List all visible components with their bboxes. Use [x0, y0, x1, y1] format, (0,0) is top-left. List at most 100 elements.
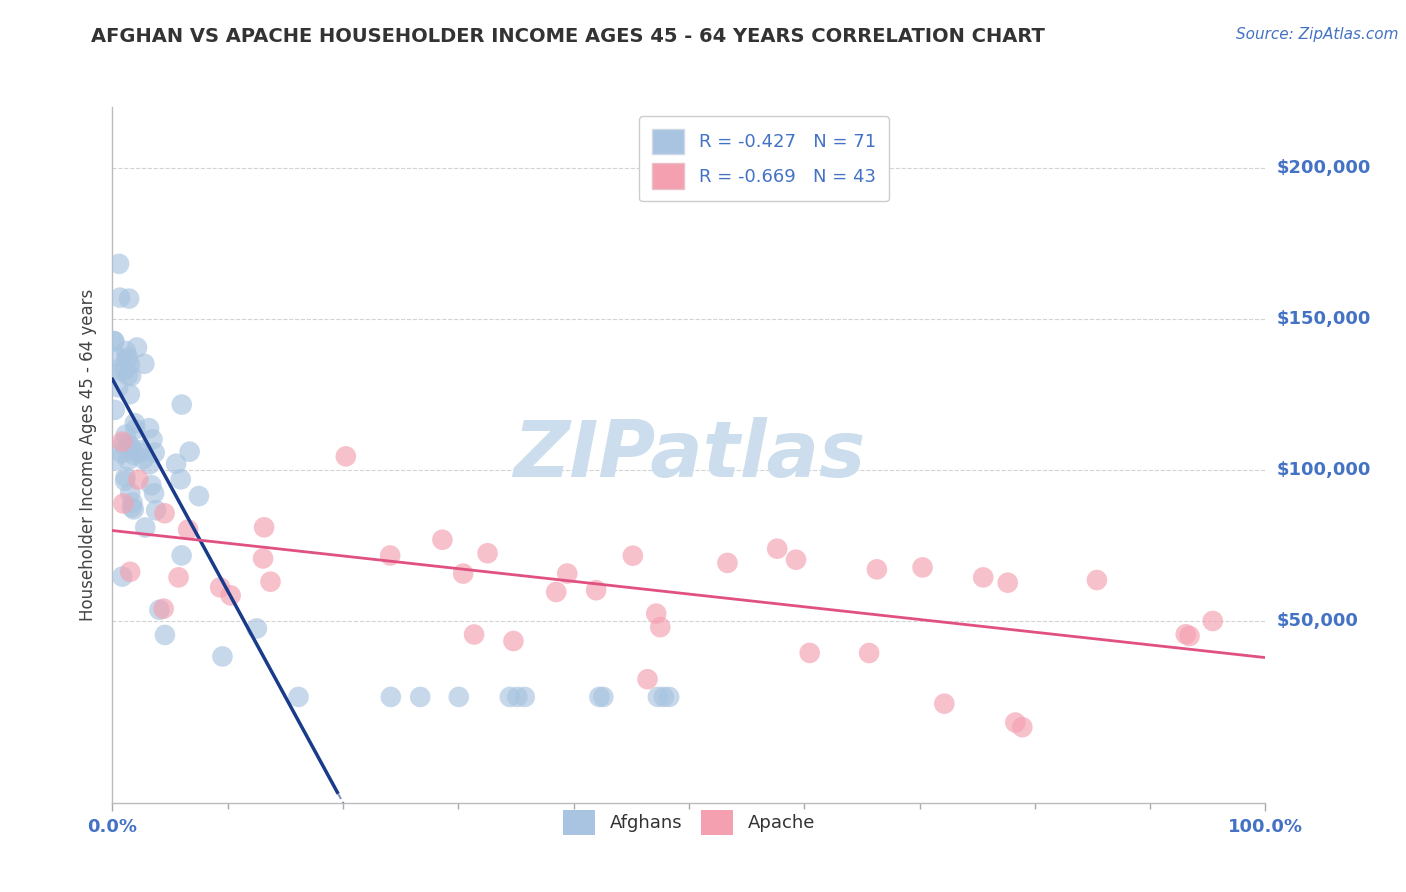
Point: [128, 446, 150, 460]
Point: [120, 485, 142, 500]
Point: [122, 448, 145, 462]
Point: [766, 541, 789, 556]
Point: [111, 569, 134, 583]
Point: [506, 690, 529, 704]
Point: [911, 560, 934, 574]
Point: [170, 472, 193, 486]
Point: [127, 473, 149, 487]
Point: [114, 474, 136, 488]
Point: [138, 458, 160, 472]
Point: [209, 581, 232, 595]
Point: [105, 350, 128, 364]
Text: $100,000: $100,000: [1277, 461, 1371, 479]
Point: [252, 551, 274, 566]
Point: [107, 380, 129, 394]
Point: [179, 444, 201, 458]
Point: [502, 634, 524, 648]
Point: [463, 627, 485, 641]
Point: [143, 445, 166, 459]
Point: [121, 443, 143, 458]
Point: [451, 566, 474, 581]
Point: [621, 549, 644, 563]
Point: [104, 453, 127, 467]
Point: [104, 402, 127, 417]
Point: [120, 440, 142, 454]
Point: [120, 565, 142, 579]
Point: [152, 601, 174, 615]
Point: [652, 690, 675, 704]
Point: [108, 361, 131, 376]
Y-axis label: Householder Income Ages 45 - 64 years: Householder Income Ages 45 - 64 years: [79, 289, 97, 621]
Point: [211, 649, 233, 664]
Point: [259, 574, 281, 589]
Point: [132, 452, 155, 467]
Point: [117, 453, 139, 467]
Point: [114, 363, 136, 377]
Point: [118, 292, 141, 306]
Point: [380, 690, 402, 704]
Point: [253, 520, 276, 534]
Point: [785, 552, 807, 566]
Text: $50,000: $50,000: [1277, 612, 1358, 631]
Point: [108, 257, 131, 271]
Point: [153, 628, 176, 642]
Point: [111, 364, 134, 378]
Point: [716, 556, 738, 570]
Point: [112, 496, 135, 510]
Point: [138, 421, 160, 435]
Point: [115, 343, 138, 358]
Text: Source: ZipAtlas.com: Source: ZipAtlas.com: [1236, 27, 1399, 42]
Point: [143, 486, 166, 500]
Point: [124, 416, 146, 430]
Point: [117, 368, 139, 383]
Point: [1174, 627, 1197, 641]
Legend: Afghans, Apache: Afghans, Apache: [555, 803, 823, 842]
Point: [447, 690, 470, 704]
Point: [112, 437, 135, 451]
Point: [585, 583, 607, 598]
Point: [799, 646, 821, 660]
Point: [246, 622, 269, 636]
Point: [118, 387, 141, 401]
Point: [647, 690, 669, 704]
Text: $150,000: $150,000: [1277, 310, 1371, 327]
Text: AFGHAN VS APACHE HOUSEHOLDER INCOME AGES 45 - 64 YEARS CORRELATION CHART: AFGHAN VS APACHE HOUSEHOLDER INCOME AGES…: [91, 27, 1045, 45]
Point: [513, 690, 536, 704]
Point: [866, 562, 889, 576]
Point: [546, 585, 568, 599]
Point: [477, 546, 499, 560]
Point: [117, 351, 139, 365]
Text: $200,000: $200,000: [1277, 159, 1371, 177]
Point: [1004, 715, 1026, 730]
Point: [972, 570, 994, 584]
Point: [141, 433, 163, 447]
Point: [118, 358, 141, 372]
Point: [111, 434, 134, 449]
Point: [134, 520, 156, 534]
Point: [219, 588, 242, 602]
Point: [120, 369, 142, 384]
Point: [645, 607, 668, 621]
Point: [170, 398, 193, 412]
Point: [1011, 720, 1033, 734]
Point: [125, 341, 148, 355]
Point: [858, 646, 880, 660]
Point: [432, 533, 454, 547]
Point: [110, 446, 132, 460]
Point: [103, 334, 125, 348]
Point: [145, 503, 167, 517]
Point: [115, 352, 138, 367]
Point: [114, 470, 136, 484]
Point: [650, 620, 672, 634]
Point: [108, 291, 131, 305]
Point: [148, 603, 170, 617]
Point: [122, 502, 145, 516]
Point: [588, 690, 610, 704]
Point: [141, 478, 163, 492]
Point: [117, 437, 139, 451]
Point: [170, 549, 193, 563]
Point: [1202, 614, 1225, 628]
Point: [103, 334, 125, 348]
Point: [997, 575, 1019, 590]
Point: [167, 570, 190, 584]
